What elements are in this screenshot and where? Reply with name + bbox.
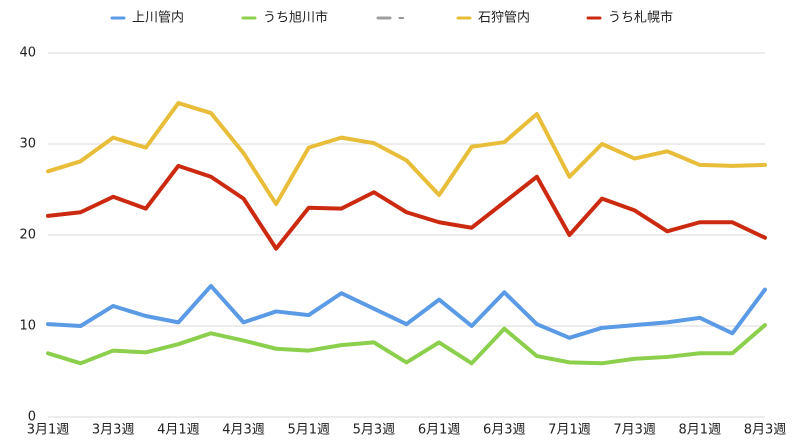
series-line [46,101,767,207]
x-tick-label: 6月3週 [483,423,526,438]
y-tick-label: 40 [19,46,36,61]
x-tick-label: 3月1週 [27,423,70,438]
x-tick-label: 4月3週 [222,423,265,438]
x-tick-label: 7月3週 [613,423,656,438]
series-line [46,283,767,340]
legend-label: うち旭川市 [263,10,328,26]
legend-label: 上川管内 [132,10,184,26]
x-tick-label: 5月1週 [287,423,330,438]
y-tick-label: 0 [28,410,36,425]
legend-label: – [398,11,405,26]
x-tick-label: 5月3週 [353,423,396,438]
x-tick-label: 8月1週 [679,423,722,438]
legend-label: うち札幌市 [608,10,673,26]
legend-label: 石狩管内 [478,10,530,26]
series-line [46,163,767,251]
y-tick-label: 30 [19,137,36,152]
x-tick-label: 6月1週 [418,423,461,438]
x-tick-label: 3月3週 [92,423,135,438]
x-tick-label: 7月1週 [548,423,591,438]
y-tick-label: 10 [19,319,36,334]
x-tick-label: 8月3週 [744,423,787,438]
x-tick-label: 4月1週 [157,423,200,438]
series-line [46,323,767,366]
y-tick-label: 20 [19,228,36,243]
